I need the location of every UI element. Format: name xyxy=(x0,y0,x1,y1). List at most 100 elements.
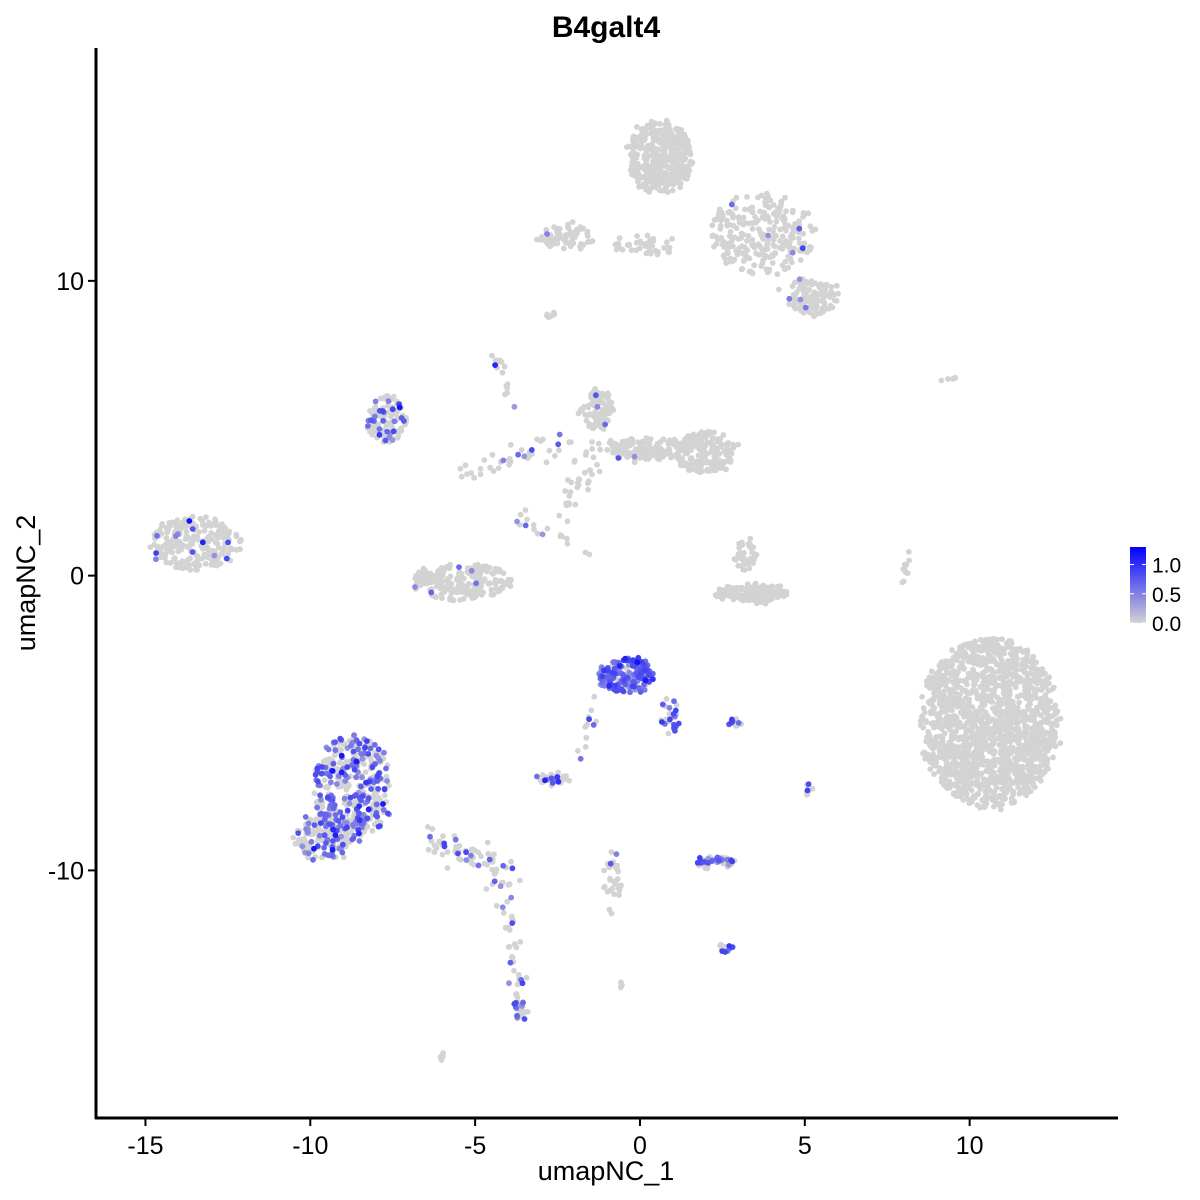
cell-point xyxy=(948,771,955,778)
cell-point xyxy=(981,656,988,662)
cell-point xyxy=(338,769,345,776)
cell-point xyxy=(368,786,374,792)
cell-point xyxy=(645,166,652,173)
cell-point xyxy=(330,838,336,844)
y-tick-label: 0 xyxy=(70,563,84,591)
cell-point xyxy=(971,681,978,688)
cell-point xyxy=(471,474,477,481)
cell-point xyxy=(665,121,672,128)
cell-point xyxy=(595,418,601,425)
cell-point xyxy=(305,820,312,827)
cell-point xyxy=(752,219,759,226)
cell-point xyxy=(981,733,987,739)
cell-point xyxy=(1005,720,1012,727)
cell-point xyxy=(437,585,444,592)
cell-point xyxy=(984,758,991,764)
cell-point xyxy=(970,675,977,682)
cell-point xyxy=(999,711,1005,718)
cell-point xyxy=(1002,786,1009,792)
cell-point xyxy=(456,855,462,862)
cell-point xyxy=(167,548,174,554)
cell-point xyxy=(311,790,318,797)
cell-point xyxy=(356,817,363,824)
cell-point xyxy=(982,710,988,716)
cell-point xyxy=(753,250,759,257)
cell-point xyxy=(711,453,718,460)
cell-point xyxy=(729,858,736,865)
cell-point xyxy=(365,806,372,813)
cell-point xyxy=(663,696,670,702)
cell-point xyxy=(971,767,977,773)
cell-point xyxy=(1045,702,1051,709)
cell-point xyxy=(520,999,526,1006)
cell-point xyxy=(660,147,667,154)
cell-point xyxy=(959,646,966,653)
cell-point xyxy=(575,476,582,482)
cell-point xyxy=(809,281,816,288)
cell-point xyxy=(506,881,513,888)
cell-point xyxy=(993,721,999,728)
cell-point xyxy=(563,239,569,246)
cell-point xyxy=(361,761,367,767)
cell-point xyxy=(425,846,432,853)
cell-point xyxy=(345,831,351,838)
cell-point xyxy=(628,247,635,254)
cell-point xyxy=(833,282,840,289)
cell-point xyxy=(597,446,604,453)
cell-point xyxy=(659,719,665,725)
cell-point xyxy=(930,719,937,726)
cell-point xyxy=(329,768,336,774)
cell-point xyxy=(987,743,994,750)
cell-point xyxy=(765,232,771,239)
cell-point xyxy=(728,201,735,208)
cell-point xyxy=(816,282,822,289)
cell-point xyxy=(593,392,599,399)
cell-point xyxy=(639,438,646,445)
cell-point xyxy=(932,693,939,700)
cell-point xyxy=(817,309,823,316)
cell-point xyxy=(775,593,782,599)
cell-point xyxy=(478,591,485,598)
cell-point xyxy=(766,593,772,600)
cell-point xyxy=(373,752,380,759)
cell-point xyxy=(760,257,767,263)
cell-point xyxy=(376,431,383,438)
cell-point xyxy=(771,224,778,230)
cell-point xyxy=(566,777,572,784)
cell-point xyxy=(674,149,681,156)
x-tick-label: 10 xyxy=(956,1132,984,1160)
cell-point xyxy=(372,791,378,797)
cell-point xyxy=(805,287,812,294)
cell-point xyxy=(968,780,975,786)
cell-point xyxy=(723,250,730,256)
cell-point xyxy=(667,451,673,457)
cell-point xyxy=(673,141,680,148)
chart-title: B4galt4 xyxy=(552,11,661,44)
cell-point xyxy=(290,834,297,841)
cell-point xyxy=(998,645,1004,651)
cell-point xyxy=(492,869,499,875)
cell-point xyxy=(951,781,958,788)
cell-point xyxy=(1001,755,1008,761)
cell-point xyxy=(970,750,977,756)
cell-point xyxy=(642,677,649,684)
cell-point xyxy=(993,728,999,735)
cell-point xyxy=(497,883,504,890)
cell-point xyxy=(478,581,484,588)
cell-point xyxy=(682,435,689,442)
cell-point xyxy=(766,204,772,211)
cell-point xyxy=(997,675,1004,682)
cell-point xyxy=(835,290,841,297)
cell-point xyxy=(463,849,469,856)
cell-point xyxy=(1000,739,1007,746)
cell-point xyxy=(485,850,492,857)
cell-point xyxy=(782,258,789,265)
cell-point xyxy=(740,250,747,257)
cell-point xyxy=(1049,725,1055,732)
cell-point xyxy=(796,276,803,283)
cell-point xyxy=(337,735,344,742)
cell-point xyxy=(594,403,601,410)
cell-point xyxy=(187,567,194,573)
cell-point xyxy=(1014,646,1021,653)
cell-point xyxy=(186,542,193,549)
